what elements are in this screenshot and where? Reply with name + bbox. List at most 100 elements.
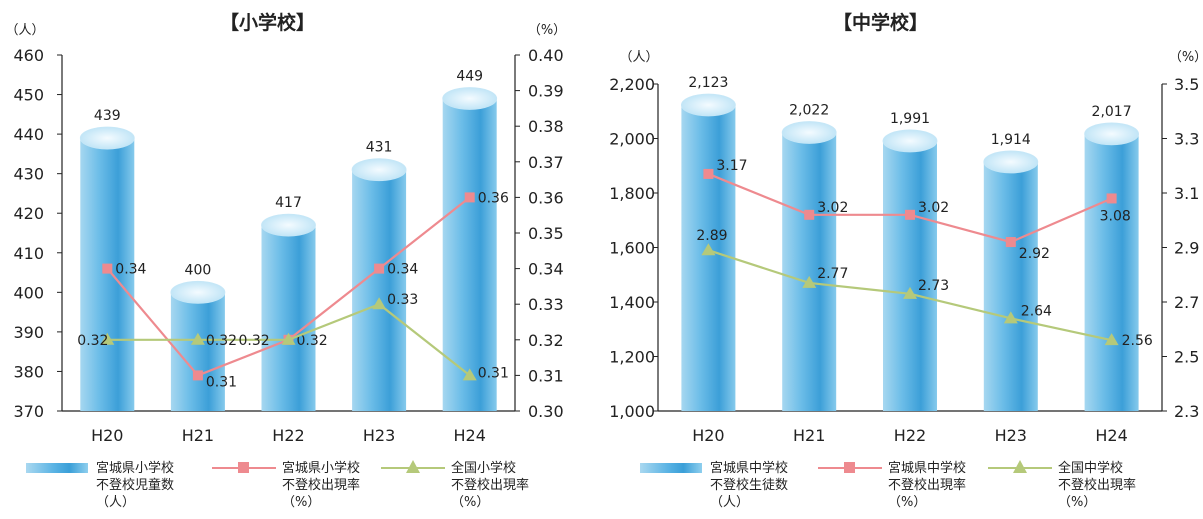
point-value-label: 0.36 xyxy=(478,190,509,206)
x-tick-label: H20 xyxy=(692,426,724,445)
y-tick-label-left: 2,000 xyxy=(609,130,655,149)
bar-cap xyxy=(442,87,498,110)
bar xyxy=(681,104,736,412)
point-value-label: 2.89 xyxy=(696,228,727,244)
y-tick-label-right: 0.35 xyxy=(528,224,564,243)
point-value-label: 2.73 xyxy=(918,278,949,294)
point-value-label: 2.92 xyxy=(1019,246,1050,262)
bar-cap xyxy=(781,121,837,144)
marker-square xyxy=(192,370,203,381)
y-tick-label-left: 440 xyxy=(13,125,44,144)
point-value-label: 3.02 xyxy=(817,200,848,216)
y-axis-right-unit: （%） xyxy=(1169,50,1203,65)
y-tick-label-right: 2.5 xyxy=(1174,348,1199,367)
y-tick-label-left: 1,400 xyxy=(609,293,655,312)
bar xyxy=(170,292,225,411)
y-axis-left-unit: （人） xyxy=(619,50,658,65)
y-tick-label-right: 0.30 xyxy=(528,402,564,421)
y-tick-label-right: 0.36 xyxy=(528,188,564,207)
bar-cap xyxy=(79,126,135,150)
legend-item-national-rate: 全国中学校 不登校出現率 （%） xyxy=(988,460,1136,511)
chart-title-elementary: 【小学校】 xyxy=(220,12,316,34)
marker-square xyxy=(905,209,915,220)
y-tick-label-left: 450 xyxy=(13,86,44,105)
point-value-label: 3.02 xyxy=(918,200,949,216)
legend-label: 全国小学校 不登校出現率 （%） xyxy=(451,461,530,510)
point-value-label: 3.08 xyxy=(1100,208,1131,224)
y-tick-label-left: 2,200 xyxy=(609,75,655,94)
x-tick-label: H21 xyxy=(793,426,825,445)
bar-cap xyxy=(351,158,407,182)
marker-square xyxy=(703,168,714,179)
x-tick-label: H22 xyxy=(894,426,926,445)
point-value-label: 0.32 xyxy=(297,333,328,349)
bar-value-label: 417 xyxy=(275,195,302,211)
bar-cap xyxy=(1084,122,1139,146)
bar-cap xyxy=(261,213,316,237)
y-tick-label-right: 0.34 xyxy=(528,260,564,279)
point-value-label: 0.32 xyxy=(77,333,108,349)
marker-triangle xyxy=(701,243,716,256)
y-tick-label-right: 3.3 xyxy=(1174,130,1199,149)
marker-square xyxy=(102,263,113,274)
y-tick-label-left: 380 xyxy=(13,362,44,381)
point-value-label: 2.56 xyxy=(1122,333,1153,349)
y-tick-label-right: 0.39 xyxy=(528,82,564,101)
y-axis-left-unit: （人） xyxy=(5,23,44,38)
legend-item-prefecture-rate: 宮城県小学校 不登校出現率 （%） xyxy=(212,460,360,511)
bar-value-label: 1,914 xyxy=(991,132,1031,148)
marker-triangle xyxy=(903,286,917,299)
x-tick-label: H23 xyxy=(995,426,1027,445)
x-tick-label: H23 xyxy=(363,426,395,445)
y-tick-label-left: 1,800 xyxy=(609,184,655,203)
y-tick-label-right: 3.1 xyxy=(1174,184,1199,203)
point-value-label: 0.31 xyxy=(206,374,237,390)
y-tick-label-right: 0.33 xyxy=(528,295,564,314)
point-value-label: 3.17 xyxy=(716,158,747,174)
point-value-label: 0.34 xyxy=(115,262,146,278)
y-tick-label-right: 0.38 xyxy=(528,117,564,136)
point-value-label: 0.33 xyxy=(387,292,418,308)
legend-bar-swatch xyxy=(26,460,90,476)
y-tick-label-left: 370 xyxy=(13,402,44,421)
marker-triangle xyxy=(462,368,477,381)
marker-triangle xyxy=(190,332,205,345)
legend-item-bar: 宮城県中学校 不登校生徒数 （人） xyxy=(640,460,788,511)
y-tick-label-left: 1,000 xyxy=(609,402,655,421)
marker-triangle xyxy=(281,332,296,345)
bar-value-label: 400 xyxy=(185,262,212,278)
legend-label: 宮城県中学校 不登校生徒数 （人） xyxy=(710,461,789,510)
marker-square xyxy=(1005,237,1016,248)
legend-line-swatch xyxy=(381,460,445,476)
legend-item-prefecture-rate: 宮城県中学校 不登校出現率 （%） xyxy=(818,460,966,511)
y-tick-label-right: 0.37 xyxy=(528,153,564,172)
legend-label: 宮城県中学校 不登校出現率 （%） xyxy=(888,461,967,510)
legend-label: 宮城県小学校 不登校出現率 （%） xyxy=(282,461,361,510)
x-tick-label: H20 xyxy=(91,426,123,445)
y-tick-label-left: 1,200 xyxy=(609,348,655,367)
bar-cap xyxy=(882,129,938,153)
marker-triangle xyxy=(1003,311,1018,324)
x-tick-label: H24 xyxy=(1095,426,1127,445)
point-value-label: 2.77 xyxy=(817,266,848,282)
point-value-label: 0.31 xyxy=(478,365,509,381)
legend-item-bar: 宮城県小学校 不登校児童数 （人） xyxy=(26,460,174,511)
bar-value-label: 431 xyxy=(366,140,393,156)
y-tick-label-left: 460 xyxy=(13,46,44,65)
bar-cap xyxy=(983,150,1039,174)
bar-value-label: 2,017 xyxy=(1092,104,1132,120)
marker-triangle xyxy=(802,275,817,288)
bar xyxy=(352,169,407,411)
marker-square xyxy=(804,209,815,220)
y-tick-label-left: 420 xyxy=(13,204,44,223)
point-value-label: 0.34 xyxy=(387,262,418,278)
chart-title-junior-high: 【中学校】 xyxy=(833,12,929,34)
x-tick-label: H24 xyxy=(454,426,486,445)
bar-value-label: 449 xyxy=(456,69,483,85)
y-tick-label-right: 0.32 xyxy=(528,331,564,350)
bar xyxy=(883,140,937,411)
bar xyxy=(1084,133,1139,411)
point-value-label: 0.32 xyxy=(206,333,237,349)
legend-bar-swatch xyxy=(640,460,704,476)
